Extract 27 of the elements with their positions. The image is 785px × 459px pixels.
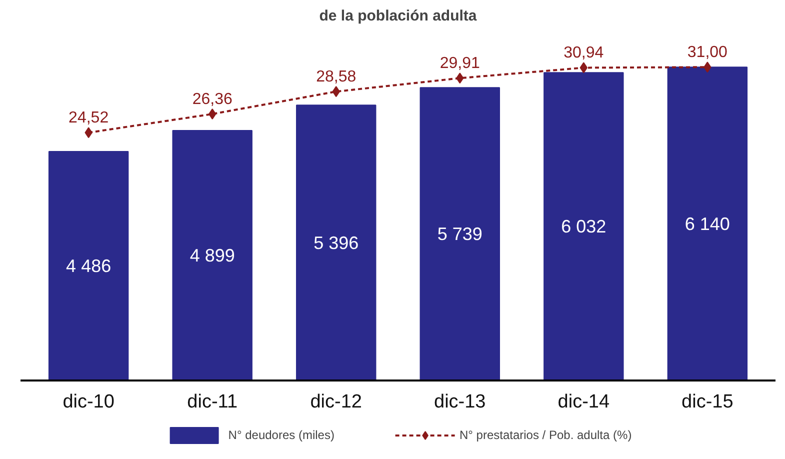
data-label: 29,91	[440, 55, 480, 72]
data-label: 30,94	[564, 44, 604, 62]
data-label: 28,58	[316, 68, 356, 86]
x-tick-label: dic-15	[682, 392, 734, 412]
legend-label: N° deudores (miles)	[228, 428, 334, 442]
data-label: 24,52	[68, 110, 109, 127]
data-label: 6 032	[561, 216, 606, 237]
x-tick-label: dic-11	[187, 392, 238, 412]
x-tick-label: dic-12	[310, 392, 362, 412]
data-label: 4 486	[66, 256, 112, 276]
bar	[296, 104, 376, 380]
x-tick-label: dic-13	[434, 392, 486, 412]
chart-title: de la población adulta	[319, 8, 478, 24]
bar	[420, 87, 500, 380]
legend-label: N° prestatarios / Pob. adulta (%)	[459, 428, 632, 442]
bar	[667, 66, 748, 380]
data-label: 5 396	[314, 232, 359, 253]
bar	[544, 72, 624, 380]
bar	[172, 130, 252, 380]
data-label: 4 899	[190, 245, 235, 266]
data-label: 31,00	[687, 44, 728, 62]
bar	[48, 151, 129, 380]
data-label: 26,36	[192, 91, 232, 108]
x-tick-label: dic-14	[558, 392, 610, 412]
data-label: 6 140	[684, 214, 730, 234]
x-tick-label: dic-10	[62, 392, 114, 412]
data-label: 5 739	[437, 224, 482, 244]
